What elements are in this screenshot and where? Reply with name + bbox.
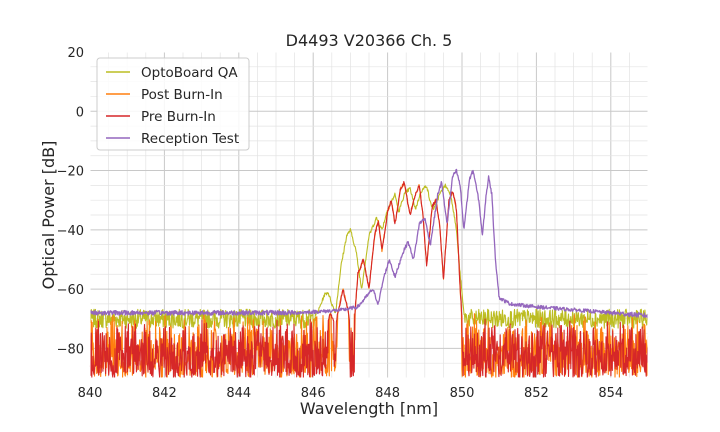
y-tick-label: −20 xyxy=(57,165,84,180)
legend-label: Post Burn-In xyxy=(141,87,223,103)
x-tick-label: 840 xyxy=(78,386,103,401)
legend-box xyxy=(96,57,250,151)
series-line-1 xyxy=(89,182,649,379)
x-tick-label: 848 xyxy=(375,386,400,401)
x-tick-label: 842 xyxy=(152,386,177,401)
series-lines xyxy=(89,168,649,379)
x-tick-label: 844 xyxy=(226,386,251,401)
y-tick-label: −60 xyxy=(57,283,84,298)
x-tick-label: 846 xyxy=(301,386,326,401)
x-tick-label: 854 xyxy=(598,386,623,401)
y-tick-label: −40 xyxy=(57,224,84,239)
y-axis-label: Optical Power [dB] xyxy=(39,141,58,290)
y-tick-labels: 20 0 −20 −40 −60 −80 xyxy=(57,46,84,357)
y-tick-label: 20 xyxy=(67,46,84,61)
series-line-2 xyxy=(89,180,649,379)
legend-label: Reception Test xyxy=(141,131,239,147)
y-tick-label: 0 xyxy=(76,105,84,120)
x-tick-label: 852 xyxy=(524,386,549,401)
y-tick-label: −80 xyxy=(57,342,84,357)
plot-area-frame xyxy=(89,51,649,379)
series-line-3 xyxy=(89,168,649,319)
legend-label: Pre Burn-In xyxy=(141,109,216,125)
x-tick-labels: 840 842 844 846 848 850 852 854 xyxy=(78,386,624,401)
x-tick-label: 850 xyxy=(450,386,475,401)
x-axis-label: Wavelength [nm] xyxy=(300,399,438,418)
legend-label: OptoBoard QA xyxy=(141,65,238,81)
chart-title: D4493 V20366 Ch. 5 xyxy=(286,31,453,50)
legend: OptoBoard QA Post Burn-In Pre Burn-In Recep… xyxy=(96,57,250,151)
